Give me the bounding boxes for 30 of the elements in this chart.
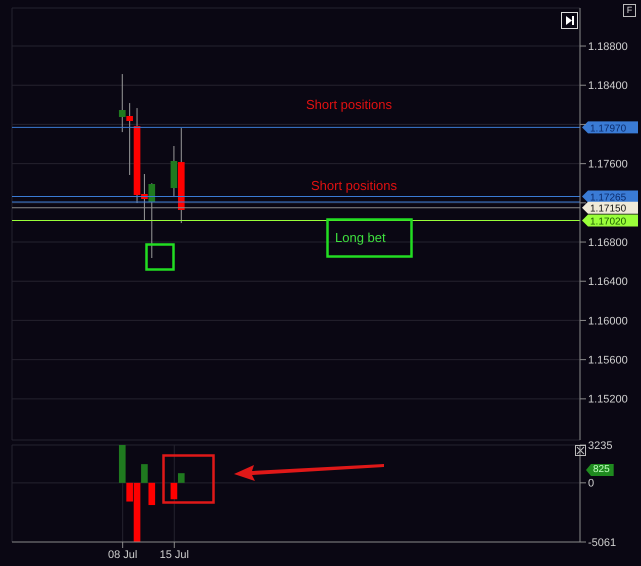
y-tick-label: 1.15200 xyxy=(588,394,628,406)
y-tick-label: 1.18800 xyxy=(588,40,628,53)
bar xyxy=(178,473,185,483)
annotation: Long bet xyxy=(335,230,386,245)
y-tick-label: 1.17600 xyxy=(588,158,628,171)
candlestick xyxy=(118,74,126,133)
y-tick-label: 3235 xyxy=(588,440,612,452)
text: 825 xyxy=(586,464,614,476)
y-tick-label: -5061 xyxy=(588,536,616,549)
bar xyxy=(118,445,126,483)
candlestick xyxy=(126,102,133,176)
bar xyxy=(141,464,148,483)
ref-line-label: 1.17020 xyxy=(590,216,627,228)
y-tick-label: 1.16000 xyxy=(588,315,628,328)
candlestick xyxy=(148,182,156,259)
y-tick-label: 1.18400 xyxy=(588,80,628,92)
text: F xyxy=(623,4,636,17)
annotation: Short positions xyxy=(306,97,392,112)
annotation: Short positions xyxy=(311,178,397,193)
ref-line-label: 1.17970 xyxy=(590,123,627,134)
y-tick-label: 1.16800 xyxy=(588,236,628,249)
ref-line-label: 1.17150 xyxy=(590,204,627,215)
x-tick-label: 15 Jul xyxy=(160,548,189,561)
y-tick-label: 1.16400 xyxy=(588,276,628,288)
bar xyxy=(170,482,178,500)
x-tick-label: 08 Jul xyxy=(108,548,138,561)
ref-line-label: 1.17265 xyxy=(590,192,627,204)
y-tick-label: 0 xyxy=(588,478,594,490)
y-tick-label: 1.15600 xyxy=(588,354,628,367)
bar xyxy=(148,482,156,506)
